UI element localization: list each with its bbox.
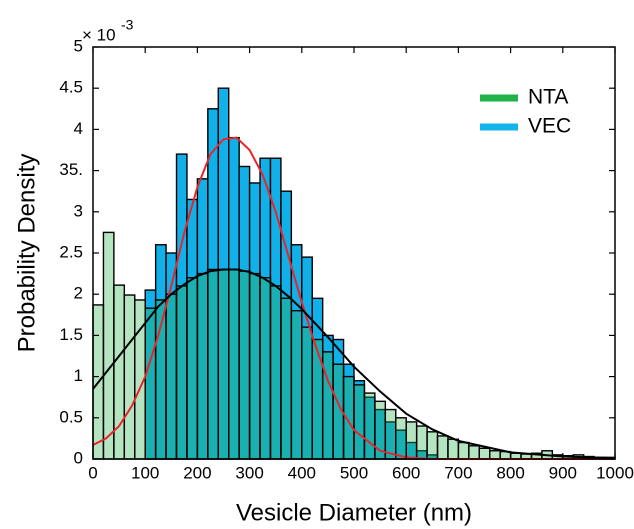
x-axis-title: Vesicle Diameter (nm): [236, 499, 472, 526]
histogram-bar: [363, 392, 376, 460]
histogram-bar: [447, 438, 460, 460]
multiplier: × 10: [82, 25, 116, 44]
multiplier-exponent: -3: [121, 17, 134, 33]
x-tick-label: 900: [549, 463, 577, 482]
x-tick-label: 400: [288, 463, 316, 482]
histogram-bar: [290, 309, 303, 460]
histogram-bar: [196, 272, 209, 460]
x-tick-label: 500: [340, 463, 368, 482]
histogram-bar: [269, 285, 282, 460]
x-tick-label: 200: [183, 463, 211, 482]
histogram-bar: [489, 450, 501, 460]
y-tick-label: 35.: [59, 160, 83, 179]
histogram-bar: [395, 417, 407, 460]
histogram-bar: [217, 268, 230, 460]
histogram-bar: [301, 326, 313, 460]
histogram-bar: [426, 431, 439, 460]
histogram-bar: [248, 272, 261, 460]
histogram-bar: [353, 384, 366, 460]
x-tick-label: 300: [235, 463, 263, 482]
histogram-bar: [207, 268, 219, 460]
histogram-bar: [238, 270, 251, 460]
histogram-bar: [144, 307, 157, 460]
y-tick-label: 0: [74, 448, 83, 467]
histogram-bar: [468, 445, 480, 460]
y-tick-label: 0.5: [59, 407, 83, 426]
y-tick-label: 2.5: [59, 242, 83, 261]
y-axis-title: Probability Density: [13, 154, 40, 353]
fit-curve: [92, 268, 616, 460]
histogram-bar: [102, 231, 115, 460]
histogram-bar: [280, 297, 293, 460]
histogram-bar: [186, 277, 199, 460]
histogram-bar: [405, 421, 418, 460]
legend-label: NTA: [528, 86, 568, 109]
histogram-bar: [415, 425, 428, 460]
x-tick-label: 100: [131, 463, 159, 482]
y-tick-label: 5: [74, 36, 83, 55]
histogram-bar: [436, 435, 449, 460]
y-tick-label: 4: [74, 119, 83, 138]
legend-label: VEC: [528, 115, 571, 138]
histogram-bar: [175, 285, 188, 460]
y-tick-label: 2: [74, 284, 83, 303]
histogram-bar: [123, 294, 136, 460]
histogram-bar: [113, 284, 126, 460]
x-tick-label: 600: [392, 463, 420, 482]
histogram-bar: [311, 338, 324, 460]
histogram-bar: [165, 293, 178, 460]
x-tick-label: 0: [88, 463, 97, 482]
fit-curve: [92, 136, 615, 460]
y-tick-label: 3: [74, 201, 83, 220]
x-tick-label: 1000: [596, 463, 634, 482]
plot-area: [92, 87, 616, 460]
y-tick-label: 4.5: [59, 78, 83, 97]
histogram-bar: [259, 277, 272, 460]
y-tick-label: 1: [74, 366, 83, 385]
histogram-bar: [457, 441, 470, 460]
histogram-bar: [228, 268, 240, 460]
histogram-bar: [478, 447, 491, 460]
x-tick-label: 700: [444, 463, 472, 482]
y-tick-label: 1.5: [59, 325, 83, 344]
x-tick-label: 800: [496, 463, 524, 482]
